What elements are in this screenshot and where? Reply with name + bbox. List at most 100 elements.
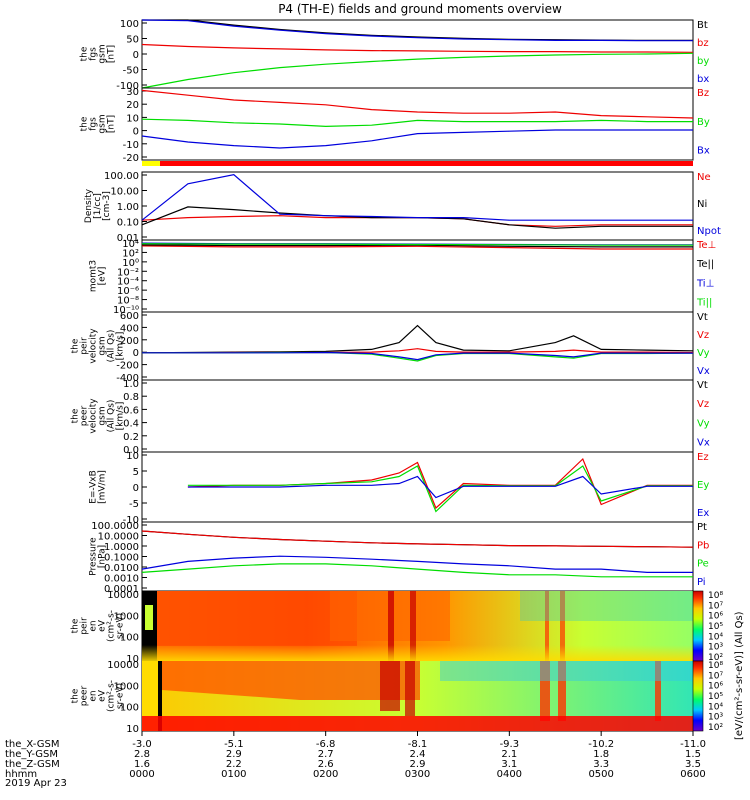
electric-field-series-blue [187, 475, 693, 499]
colorbar-tick-label: 10⁵ [708, 622, 723, 632]
y-tick-label: 100 [120, 703, 139, 714]
y-tick-label: 10⁻⁸ [117, 296, 139, 307]
legend-entry: Vy [697, 418, 710, 429]
y-axis-label: [nT] [107, 45, 117, 63]
y-tick-label: 10² [122, 248, 139, 259]
legend-entry: Bx [697, 146, 710, 157]
y-tick-label: 0.0001 [104, 584, 139, 595]
y-tick-label: 10 [126, 113, 139, 124]
y-tick-label: 1000 [114, 681, 139, 692]
y-tick-label: 0 [133, 127, 139, 138]
fgs-gsm-despun-series-green [141, 118, 693, 128]
axis-row-value: 0000 [129, 769, 154, 780]
y-axis-label: sr-eV) [116, 683, 126, 709]
pressure-panel: 100.000010.00001.00000.10000.01000.00100… [89, 521, 710, 595]
legend-entry: bx [697, 74, 709, 85]
legend-entry: Vz [697, 399, 709, 410]
y-tick-label: 100 [120, 633, 139, 644]
y-axis-label: eV [98, 689, 108, 702]
legend-entry: Bt [697, 20, 708, 31]
y-tick-label: 0 [133, 50, 139, 61]
y-tick-label: 10⁻¹⁰ [113, 305, 139, 316]
y-axis-label: gsm [98, 44, 108, 63]
y-axis-label: the [71, 338, 81, 353]
y-tick-label: 100.00 [104, 171, 139, 182]
colorbar-2 [692, 660, 704, 732]
y-tick-label: 20 [126, 100, 139, 111]
y-tick-label: 10000 [107, 660, 139, 671]
y-axis-label: the [80, 46, 90, 61]
axis-row-value: -6.8 [316, 739, 336, 750]
colorbar-tick-label: 10⁴ [708, 632, 723, 642]
plot-title: P4 (TH-E) fields and ground moments over… [278, 2, 562, 16]
y-axis-label: (All Qs) [107, 330, 117, 363]
electric-field-panel: 10 5 0 -5 -10 E=-VxB [mV/m] Ez Ey Ex [89, 451, 710, 526]
y-tick-label: 1.0 [123, 379, 139, 390]
y-axis-label: gsm [98, 336, 108, 355]
y-tick-label: 600 [120, 311, 139, 322]
y-tick-label: 0.4 [123, 419, 139, 430]
y-axis-label: (cm²-s- [107, 680, 117, 712]
y-tick-label: 0.10 [117, 218, 139, 229]
colorbar-tick-label: 10⁵ [708, 692, 723, 702]
y-axis-label: [1/cc] [93, 193, 103, 219]
y-axis-label: Pressure [89, 537, 99, 576]
colorbar-label: [eV/(cm²-s-sr-eV)] (All Qs) [734, 611, 745, 740]
colorbar-1 [692, 590, 704, 662]
y-tick-label: 10 [126, 451, 139, 462]
y-axis-label: en [89, 620, 99, 631]
y-axis-label: E=-VxB [89, 470, 99, 504]
y-axis-label: peer [80, 405, 90, 426]
legend-entry: Ez [697, 452, 709, 463]
colorbar-tick-label: 10⁷ [708, 601, 723, 611]
axis-row-value: 3.3 [593, 759, 609, 770]
peir-velocity-series-blue [142, 351, 693, 361]
y-tick-label: 5 [133, 467, 139, 478]
y-axis-label: velocity [89, 328, 99, 364]
axis-row-value: 0100 [221, 769, 246, 780]
y-tick-label: 100 [120, 19, 139, 30]
y-axis-label: the [80, 116, 90, 131]
y-axis-label: [cm-3] [102, 191, 112, 221]
y-tick-label: 100.0000 [91, 521, 139, 532]
y-tick-label: -400 [116, 373, 139, 384]
y-tick-label: 400 [120, 323, 139, 334]
y-tick-label: 0.2 [123, 432, 139, 443]
y-axis-label: sr-eV) [116, 613, 126, 639]
y-tick-label: 0.8 [123, 392, 139, 403]
moment-temperature-series-green [141, 243, 693, 246]
axis-row-value: -11.0 [680, 739, 706, 750]
axis-row-label: the_X-GSM [5, 739, 59, 750]
status-bar-yellow [142, 161, 160, 166]
pressure-series-red [141, 530, 694, 548]
y-tick-label: 10000 [107, 590, 139, 601]
legend-entry: Pb [697, 540, 709, 551]
axis-row-label: the_Y-GSM [5, 749, 58, 760]
y-axis-label: gsm [98, 114, 108, 133]
y-axis-label: (cm²-s- [107, 610, 117, 642]
fgs-gsm-despun-panel: 30 20 10 0 -10 -20 the fgs gsm [nT] Bz By Bx [80, 87, 710, 164]
electric-field-series-green [187, 465, 693, 513]
y-axis-label: fgs [89, 117, 99, 131]
axis-row-value: -3.0 [132, 739, 152, 750]
y-tick-label: -100 [116, 81, 139, 92]
y-tick-label: -50 [123, 66, 139, 77]
axis-row-value: 1.6 [134, 759, 150, 770]
axis-row-value: 0400 [497, 769, 522, 780]
legend-entry: by [697, 56, 709, 67]
axis-row-value: -8.1 [408, 739, 428, 750]
y-axis-label: the [71, 408, 81, 423]
axis-row-value: 2.1 [501, 749, 517, 760]
legend-entry: Bz [697, 88, 709, 99]
y-axis-label: the [71, 688, 81, 703]
legend-entry: Ti⊥ [696, 278, 714, 289]
axis-row-value: 2.2 [226, 759, 242, 770]
y-tick-label: 50 [126, 35, 139, 46]
y-tick-label: 10⁰ [122, 258, 139, 269]
fgs-gsm-magnitude-series-blue [141, 19, 693, 42]
y-axis-label: peer [80, 685, 90, 706]
y-tick-label: 10⁻⁶ [117, 286, 139, 297]
axis-row-value: 1.8 [593, 749, 609, 760]
